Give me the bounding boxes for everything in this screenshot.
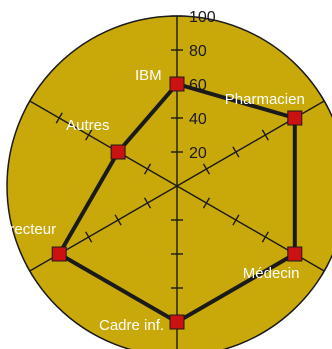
tick-mark — [202, 163, 211, 175]
tick-label: 100 — [189, 9, 216, 26]
data-point-marker — [287, 110, 303, 126]
tick-mark — [85, 129, 93, 141]
category-label: IBM — [135, 67, 162, 84]
tick-label: 20 — [189, 145, 207, 162]
tick-mark — [261, 129, 269, 141]
tick-mark — [143, 163, 152, 175]
tick-mark — [26, 95, 34, 107]
tick-mark — [114, 214, 122, 226]
axis-spoke — [29, 100, 178, 187]
spoke-axes — [29, 16, 325, 349]
tick-mark — [261, 231, 269, 243]
category-label: Autres — [66, 117, 109, 134]
category-label: Directeur — [0, 221, 56, 238]
data-point-marker — [287, 246, 303, 262]
data-markers — [51, 76, 303, 330]
tick-mark — [202, 197, 211, 209]
data-point-marker — [110, 144, 126, 160]
tick-label: 60 — [189, 77, 207, 94]
category-label: Médecin — [243, 265, 300, 282]
chart-background-disc — [6, 15, 332, 349]
tick-mark — [232, 214, 240, 226]
data-point-marker — [169, 76, 185, 92]
tick-mark — [320, 265, 328, 277]
tick-mark — [26, 265, 34, 277]
tick-mark — [320, 95, 328, 107]
category-label: Cadre inf. — [99, 317, 164, 334]
tick-mark — [85, 231, 93, 243]
tick-mark — [55, 112, 63, 124]
category-labels: IBM Pharmacien Médecin Cadre inf. Directeur A… — [0, 67, 305, 334]
data-point-marker — [169, 314, 185, 330]
tick-label: 40 — [189, 111, 207, 128]
tick-mark — [232, 146, 240, 158]
data-point-marker — [51, 246, 67, 262]
tick-label: 80 — [189, 43, 207, 60]
tick-labels: 20 40 60 80 100 — [189, 9, 216, 162]
tick-mark — [143, 197, 152, 209]
category-label: Pharmacien — [225, 91, 305, 108]
